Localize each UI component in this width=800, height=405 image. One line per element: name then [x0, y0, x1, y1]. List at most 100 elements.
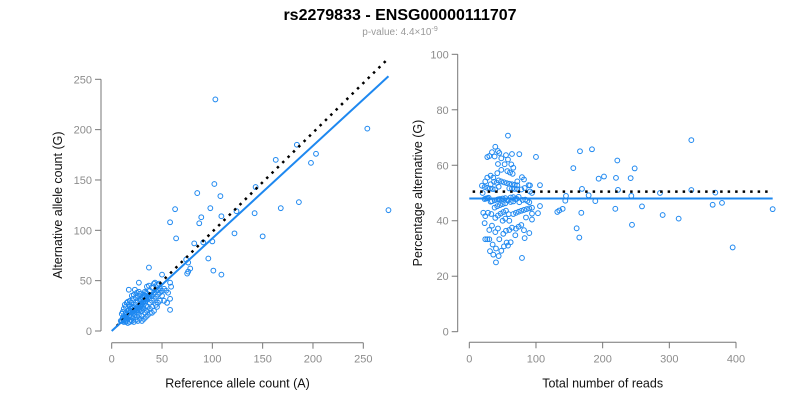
data-point	[139, 303, 146, 310]
data-point	[231, 230, 238, 237]
data-point	[495, 253, 502, 259]
data-point	[498, 155, 505, 162]
data-point	[527, 182, 533, 189]
y-tick-label: 40	[436, 216, 448, 228]
chart-title: rs2279833 - ENSG00000111707	[283, 7, 516, 24]
data-point	[503, 180, 510, 186]
data-point	[364, 125, 371, 132]
data-point	[533, 154, 539, 160]
data-point	[521, 207, 527, 213]
data-point	[308, 159, 314, 166]
data-point	[124, 298, 131, 305]
data-point	[142, 309, 148, 316]
chart-subtitle: p-value: 4.4×10-9	[362, 26, 438, 38]
data-point	[514, 182, 521, 189]
data-point	[164, 299, 170, 306]
data-point	[576, 234, 583, 241]
data-point	[165, 289, 171, 296]
data-point	[168, 283, 174, 290]
data-point	[211, 181, 218, 187]
data-point	[295, 199, 302, 206]
data-point	[595, 175, 602, 182]
data-point	[495, 212, 501, 219]
data-point	[207, 205, 214, 212]
data-point	[484, 154, 491, 160]
data-point	[513, 209, 519, 216]
data-point	[498, 166, 505, 173]
data-point	[172, 206, 179, 213]
data-point	[505, 132, 511, 139]
data-point	[613, 174, 619, 181]
data-point	[125, 286, 132, 293]
y-tick-label: 60	[436, 160, 448, 172]
data-point	[559, 205, 566, 212]
data-point	[155, 299, 161, 306]
x-tick-label: 300	[660, 353, 678, 365]
data-point	[495, 161, 501, 167]
data-point	[501, 243, 507, 250]
data-point	[523, 214, 529, 221]
data-point	[484, 236, 491, 243]
data-point	[503, 239, 510, 246]
data-point	[498, 247, 505, 254]
data-point	[507, 169, 513, 176]
data-point	[514, 186, 521, 193]
data-point	[479, 182, 485, 189]
data-point	[521, 235, 528, 242]
y-axis-label: Percentage alternative (G)	[411, 120, 425, 267]
data-point	[173, 235, 180, 242]
data-point	[529, 204, 535, 211]
y-tick-label: 50	[80, 276, 92, 288]
x-tick-label: 0	[466, 353, 472, 365]
data-point	[515, 208, 522, 215]
data-point	[489, 149, 495, 156]
data-point	[501, 179, 507, 186]
data-point	[496, 150, 503, 156]
data-point	[526, 230, 533, 236]
data-point	[218, 271, 225, 278]
data-point	[167, 306, 173, 313]
data-point	[482, 236, 489, 243]
data-point	[516, 151, 523, 158]
data-point	[503, 227, 509, 234]
fit-line	[111, 75, 390, 332]
data-point	[589, 146, 595, 153]
data-point	[259, 233, 266, 240]
y-tick-label: 20	[436, 271, 448, 283]
data-point	[210, 267, 217, 274]
data-point	[501, 161, 508, 168]
data-point	[484, 184, 491, 191]
data-point	[535, 210, 541, 217]
data-point	[194, 190, 201, 196]
data-point	[556, 207, 563, 214]
y-tick-label: 0	[86, 326, 92, 338]
x-tick-label: 200	[304, 354, 322, 366]
allele-count-plot: 0 50 100 150 200 250 0 50 100 150 200 250 Reference …	[51, 57, 392, 391]
data-point	[131, 286, 138, 293]
data-point	[486, 236, 493, 243]
data-point	[479, 190, 486, 196]
data-point	[507, 199, 514, 205]
data-point	[487, 248, 493, 255]
data-point	[480, 209, 487, 216]
data-point	[612, 205, 619, 212]
data-point	[493, 259, 499, 266]
data-point	[570, 165, 577, 172]
data-point	[523, 206, 530, 213]
data-point	[529, 210, 535, 217]
data-point	[185, 268, 192, 275]
data-point	[489, 186, 496, 192]
data-point	[135, 279, 142, 286]
percentage-plot: 0 20 40 60 80 100 0 100 200 300 400 Total number of…	[411, 49, 776, 390]
data-point	[495, 177, 502, 184]
data-point	[191, 240, 198, 247]
data-point	[489, 241, 496, 248]
data-point	[217, 193, 224, 199]
data-point	[526, 205, 533, 212]
x-tick-label: 250	[354, 354, 372, 366]
data-point	[159, 271, 165, 278]
data-point	[521, 185, 528, 191]
data-point	[510, 211, 517, 217]
y-axis-label: Alternative allele count (G)	[51, 132, 65, 279]
